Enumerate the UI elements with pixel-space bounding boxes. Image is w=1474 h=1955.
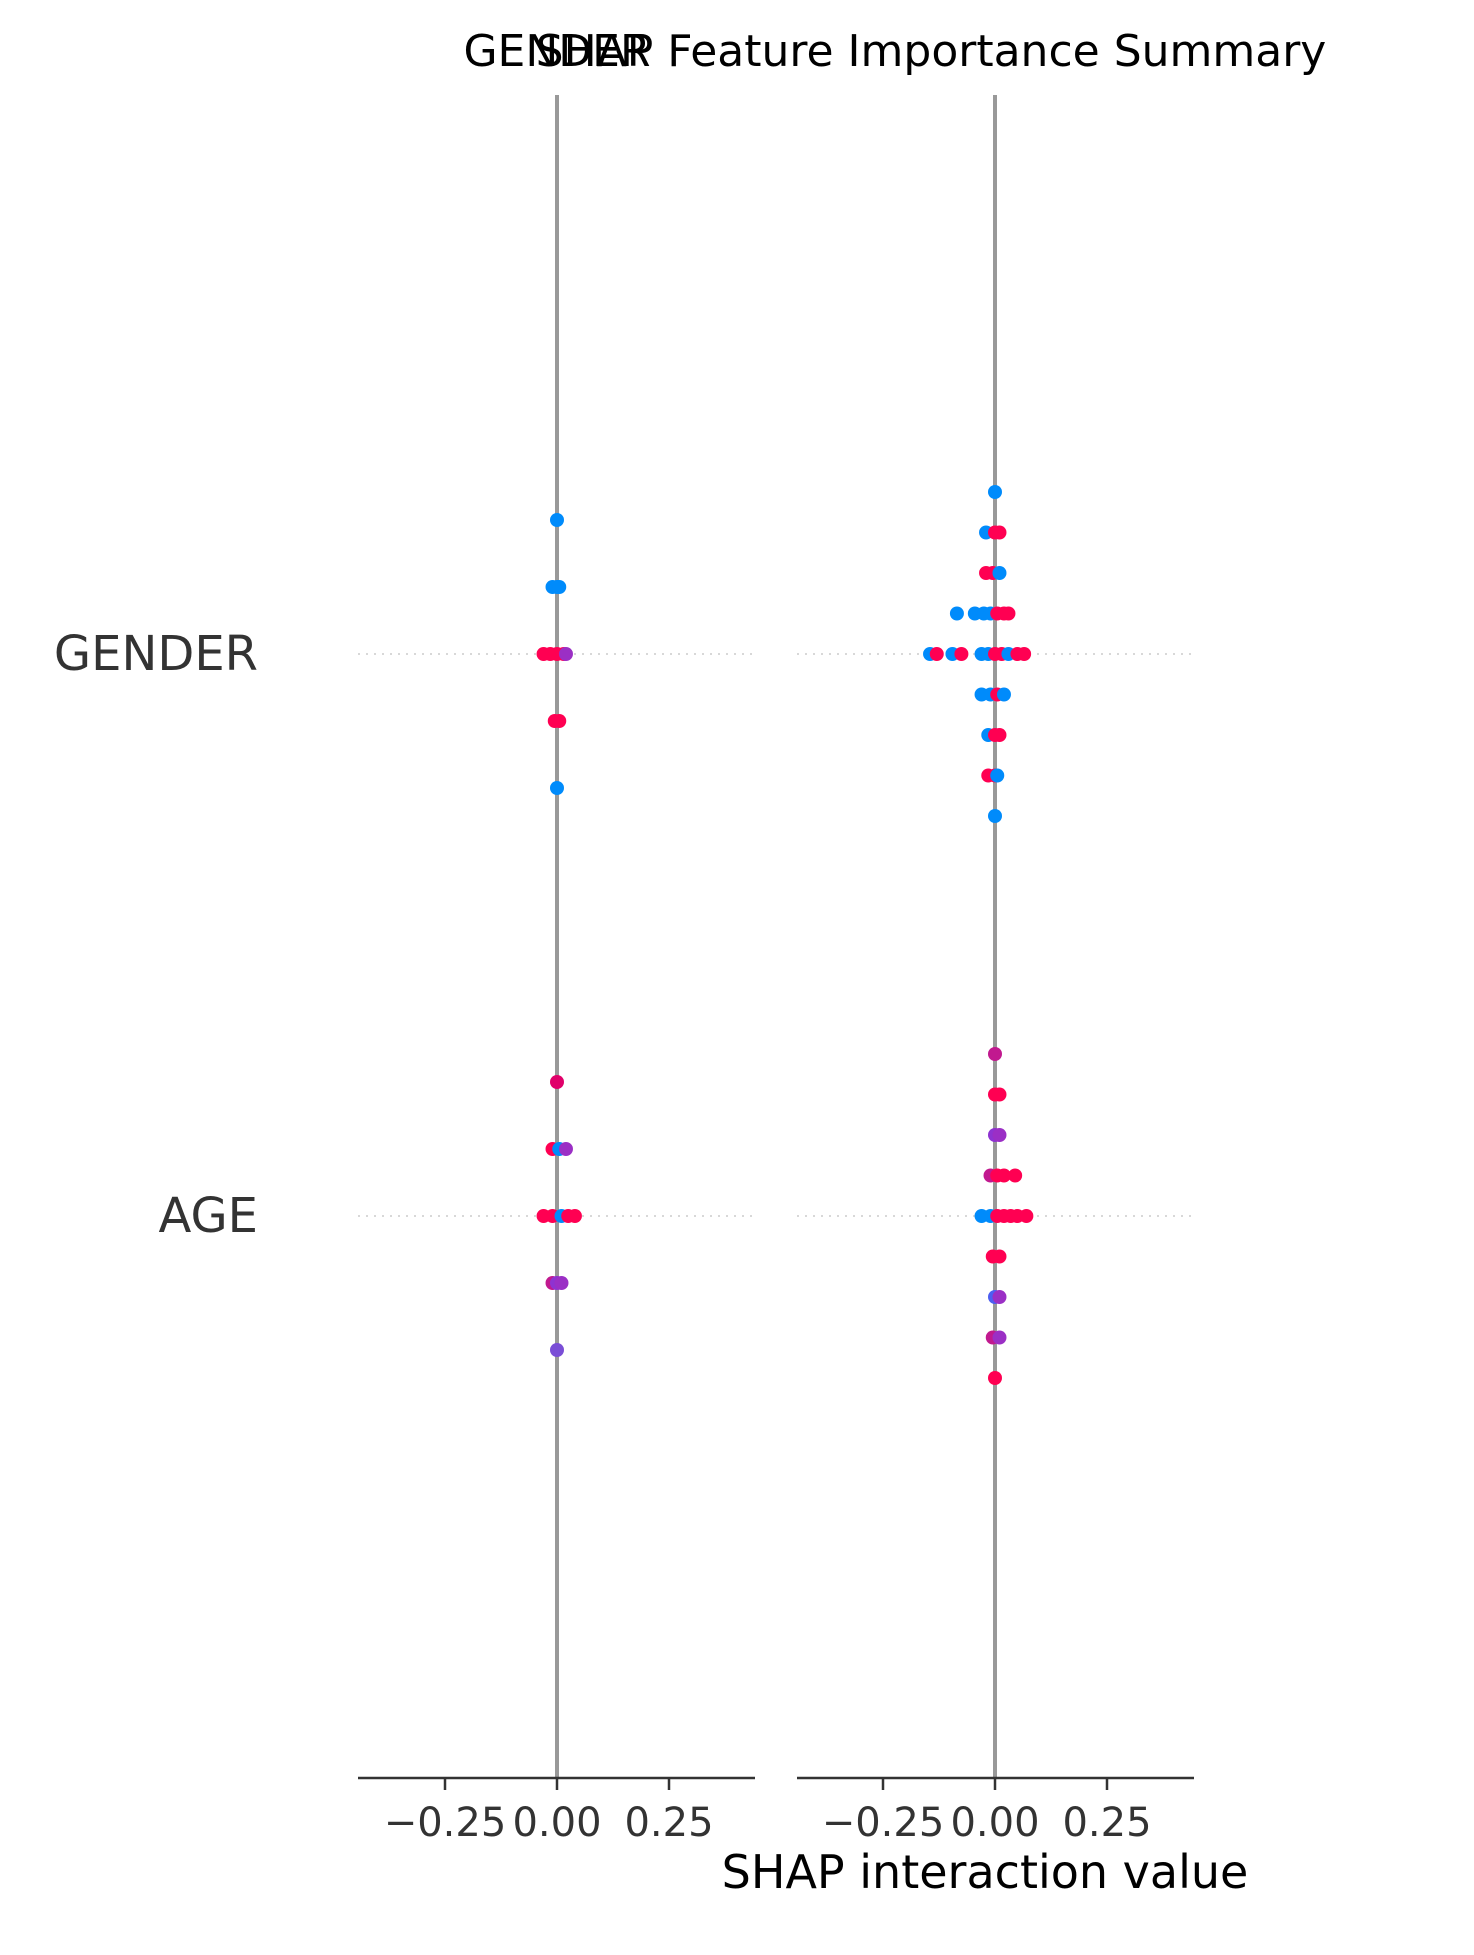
panel-title: GENDER — [463, 26, 650, 77]
data-point — [992, 1128, 1007, 1142]
data-point — [552, 580, 567, 594]
data-point — [988, 485, 1002, 499]
data-point — [550, 1075, 564, 1089]
data-point — [988, 1371, 1002, 1385]
x-tick-label: 0.25 — [624, 1800, 713, 1846]
x-tick-label: 0.00 — [950, 1800, 1039, 1846]
x-tick-label: −0.25 — [822, 1800, 945, 1846]
data-point — [1019, 1209, 1034, 1223]
x-tick-label: 0.00 — [512, 1800, 601, 1846]
data-point — [1017, 647, 1032, 661]
data-point — [929, 647, 944, 661]
data-point — [990, 768, 1005, 783]
data-point — [992, 525, 1007, 540]
data-point — [988, 809, 1002, 823]
data-point — [554, 1276, 569, 1290]
data-point — [992, 1087, 1007, 1102]
data-point — [992, 1330, 1007, 1345]
data-point — [988, 1047, 1002, 1061]
figure-title: SHAP Feature Importance Summary — [536, 26, 1327, 77]
data-point — [550, 781, 564, 795]
data-point — [552, 714, 567, 728]
data-point — [996, 1168, 1011, 1183]
data-point — [992, 1290, 1007, 1304]
x-tick-label: 0.25 — [1062, 1800, 1151, 1846]
data-point — [992, 728, 1007, 742]
data-point — [1008, 1168, 1023, 1183]
data-point — [949, 606, 964, 621]
data-point — [550, 1343, 564, 1357]
data-point — [567, 1209, 582, 1223]
data-point — [558, 647, 573, 661]
data-point — [992, 566, 1007, 580]
data-point — [558, 1142, 573, 1156]
feature-label: AGE — [158, 1188, 258, 1244]
data-point — [954, 647, 969, 661]
feature-label: GENDER — [54, 626, 258, 682]
x-axis-label: SHAP interaction value — [722, 1845, 1249, 1899]
data-point — [996, 687, 1011, 702]
x-tick-label: −0.25 — [384, 1800, 507, 1846]
data-point — [992, 1249, 1007, 1264]
data-point — [550, 513, 564, 527]
data-point — [1001, 606, 1016, 621]
